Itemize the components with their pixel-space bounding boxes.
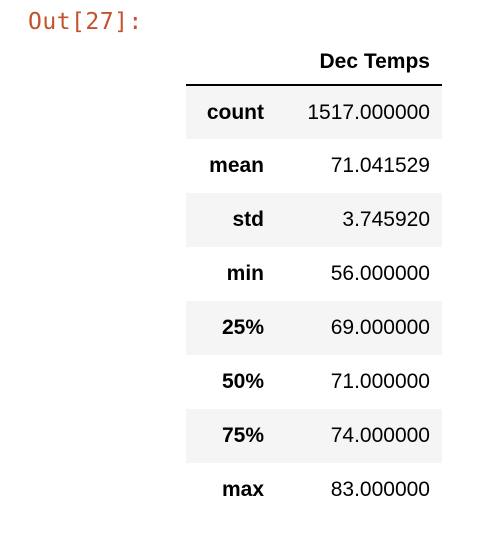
row-index-label: max — [221, 478, 264, 501]
table-row: std 3.745920 — [186, 193, 442, 247]
row-index-label: 75% — [221, 424, 264, 447]
row-value: 71.000000 — [330, 370, 430, 393]
row-index-label: mean — [209, 154, 264, 177]
table-row: 50% 71.000000 — [186, 355, 442, 409]
table-row: min 56.000000 — [186, 247, 442, 301]
output-prompt-label: Out[27]: — [28, 9, 143, 35]
table-row: max 83.000000 — [186, 463, 442, 517]
row-index-label: std — [232, 208, 265, 231]
row-value: 3.745920 — [342, 208, 430, 231]
row-index-label: 50% — [221, 370, 264, 393]
row-value: 69.000000 — [330, 316, 430, 339]
column-header-dec-temps: Dec Temps — [276, 40, 442, 86]
row-value: 1517.000000 — [307, 100, 430, 124]
row-value: 83.000000 — [330, 478, 430, 501]
index-header-corner — [186, 40, 276, 86]
table-header-row: Dec Temps — [186, 40, 442, 86]
describe-table: Dec Temps count 1517.000000 mean 71.0415… — [186, 40, 442, 517]
dataframe-output: Dec Temps count 1517.000000 mean 71.0415… — [186, 40, 442, 517]
row-value: 71.041529 — [330, 154, 430, 177]
table-row: 25% 69.000000 — [186, 301, 442, 355]
row-index-label: 25% — [221, 316, 264, 339]
row-value: 74.000000 — [330, 424, 430, 447]
row-index-label: min — [226, 262, 264, 285]
row-index-label: count — [206, 100, 264, 124]
row-value: 56.000000 — [330, 262, 430, 285]
table-row: count 1517.000000 — [186, 85, 442, 139]
table-row: mean 71.041529 — [186, 139, 442, 193]
table-row: 75% 74.000000 — [186, 409, 442, 463]
